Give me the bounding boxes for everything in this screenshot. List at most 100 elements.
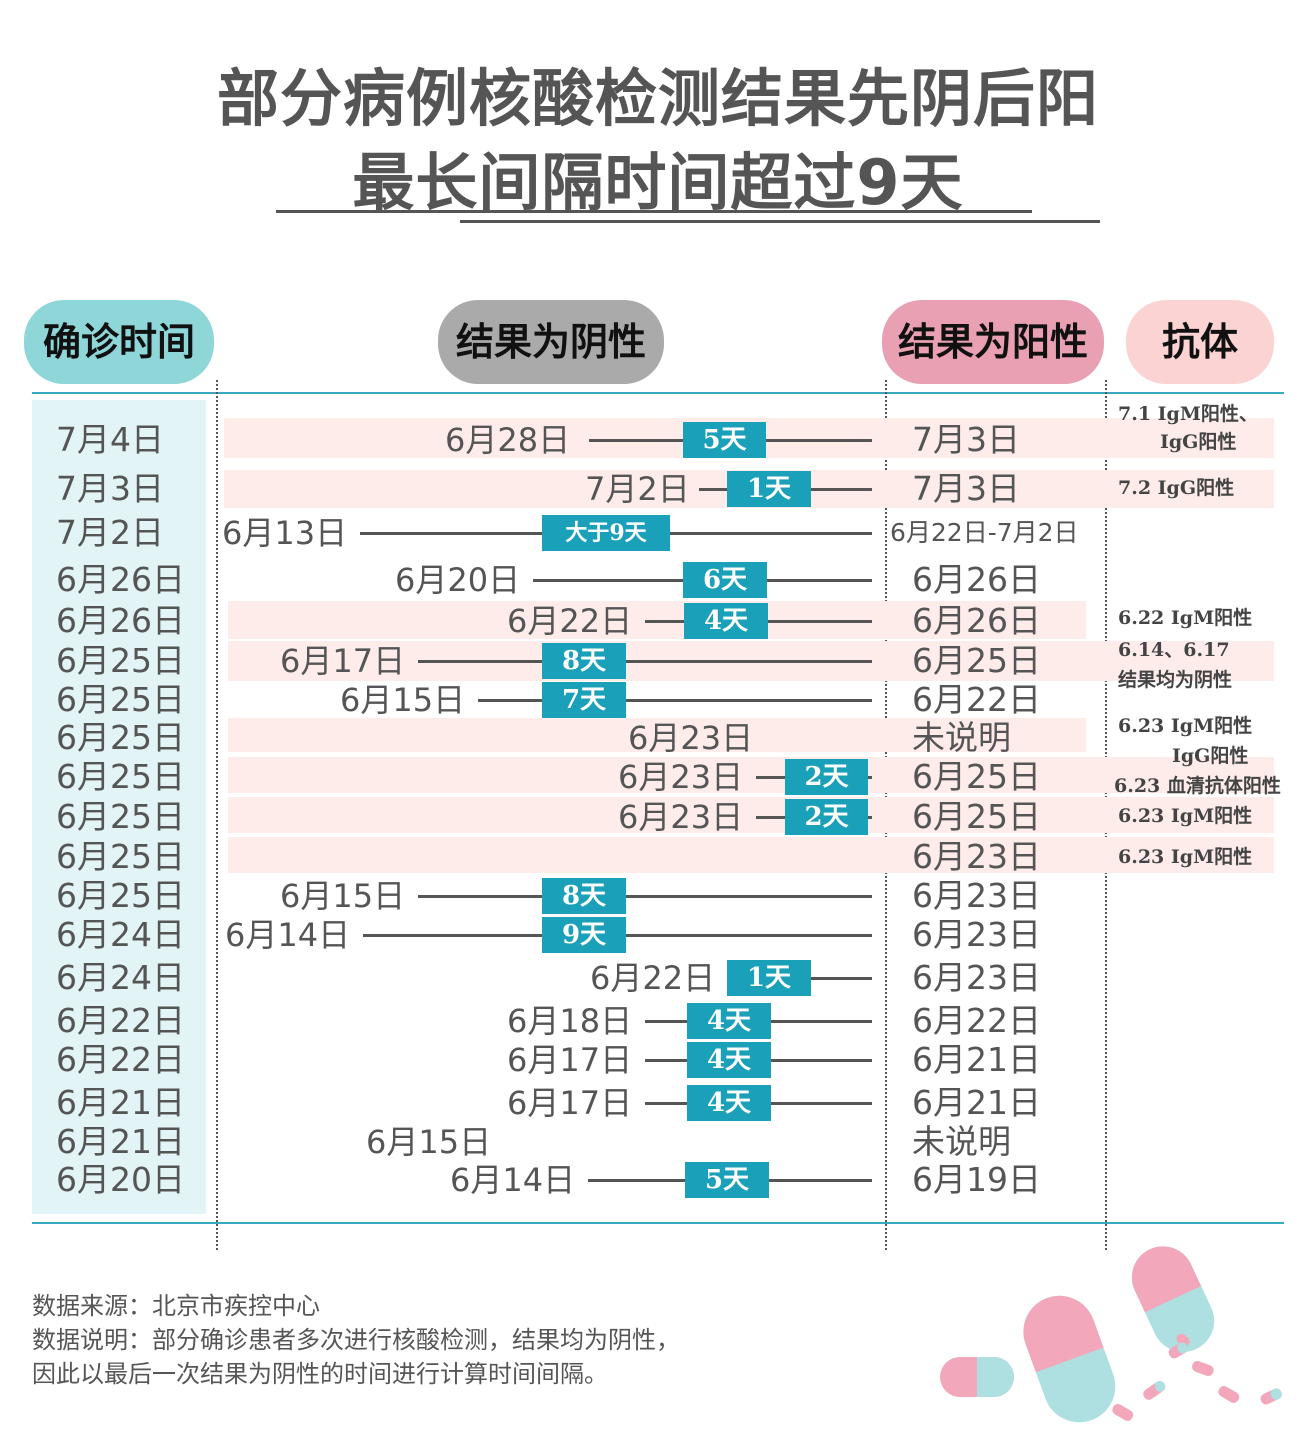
interval-badge: 1天: [727, 960, 811, 996]
interval-line: [478, 699, 872, 702]
positive-date: 6月22日: [912, 680, 1041, 719]
positive-date: 6月21日: [912, 1083, 1041, 1122]
interval-badge: 8天: [542, 878, 626, 914]
positive-date: 6月25日: [912, 641, 1041, 680]
diagnosis-date: 6月24日: [56, 915, 185, 954]
data-note-line-2: 因此以最后一次结果为阴性的时间进行计算时间间隔。: [32, 1360, 608, 1388]
interval-badge: 5天: [685, 1162, 769, 1198]
negative-date: 6月17日: [507, 1084, 633, 1122]
antibody-note: 6.23 IgM阳性: [1118, 846, 1253, 868]
column-divider-1: [216, 380, 218, 1250]
diagnosis-column-bg: [32, 400, 206, 1214]
row-highlight: [228, 757, 1274, 793]
negative-date: 6月14日: [450, 1161, 576, 1199]
diagnosis-date: 6月20日: [56, 1160, 185, 1199]
data-source: 数据来源：北京市疾控中心: [32, 1292, 320, 1320]
title-line-2: 最长间隔时间超过9天: [352, 146, 964, 219]
negative-date: 6月17日: [507, 1041, 633, 1079]
antibody-note: 7.2 IgG阳性: [1118, 477, 1235, 499]
positive-date: 6月22日-7月2日: [890, 518, 1079, 547]
diagnosis-date: 6月25日: [56, 641, 185, 680]
diagnosis-date: 6月26日: [56, 560, 185, 599]
title-underline-1: [276, 210, 1032, 213]
diagnosis-date: 6月26日: [56, 601, 185, 640]
interval-badge: 1天: [727, 471, 811, 507]
interval-badge: 4天: [687, 1003, 771, 1039]
negative-date: 6月23日: [618, 798, 744, 836]
negative-date: 6月20日: [395, 561, 521, 599]
title-line-1: 部分病例核酸检测结果先阴后阳: [216, 62, 1099, 135]
interval-badge: 9天: [542, 917, 626, 953]
antibody-note: 6.23 IgM阳性: [1118, 805, 1253, 827]
positive-date: 7月3日: [912, 420, 1020, 459]
diagnosis-date: 7月2日: [56, 513, 164, 552]
interval-badge: 2天: [785, 759, 868, 795]
positive-date: 未说明: [912, 718, 1011, 757]
negative-date: 6月17日: [280, 642, 406, 680]
capsule-icon: [940, 1357, 1014, 1397]
negative-date: 6月22日: [590, 959, 716, 997]
antibody-note: 6.22 IgM阳性: [1118, 607, 1253, 629]
pill-capsules-illustration: [940, 1246, 1282, 1423]
diagnosis-date: 6月22日: [56, 1040, 185, 1079]
negative-date: 6月14日: [225, 916, 351, 954]
capsule-icon: [1023, 1295, 1116, 1423]
positive-date: 6月19日: [912, 1160, 1041, 1199]
antibody-note: 结果均为阴性: [1118, 669, 1233, 691]
antibody-note: 6.14、6.17: [1118, 639, 1230, 661]
diagnosis-date: 7月3日: [56, 469, 164, 508]
table-bottom-rule: [32, 1222, 1284, 1224]
positive-date: 6月26日: [912, 560, 1041, 599]
diagnosis-date: 6月25日: [56, 797, 185, 836]
interval-badge: 4天: [687, 1085, 771, 1121]
interval-line: [418, 660, 872, 663]
title-underline-2: [460, 220, 1100, 223]
diagnosis-date: 6月21日: [56, 1083, 185, 1122]
diagnosis-date: 6月25日: [56, 718, 185, 757]
negative-date: 6月23日: [628, 719, 754, 757]
header-negative: 结果为阴性: [438, 300, 664, 384]
diagnosis-date: 6月24日: [56, 958, 185, 997]
interval-badge: 8天: [542, 643, 626, 679]
positive-date: 7月3日: [912, 469, 1020, 508]
positive-date: 6月23日: [912, 958, 1041, 997]
positive-date: 6月25日: [912, 757, 1041, 796]
capsule-icon: [1131, 1246, 1215, 1352]
mini-pills-icon: [1154, 1342, 1282, 1400]
row-highlight: [228, 718, 1086, 752]
interval-badge: 5天: [683, 422, 766, 458]
interval-badge: 2天: [785, 799, 868, 835]
diagnosis-date: 6月25日: [56, 680, 185, 719]
row-highlight: [228, 797, 1274, 833]
diagnosis-date: 6月25日: [56, 837, 185, 876]
data-note-line-1: 数据说明：部分确诊患者多次进行核酸检测，结果均为阴性，: [32, 1326, 680, 1354]
positive-date: 6月22日: [912, 1001, 1041, 1040]
header-diagnosis: 确诊时间: [24, 300, 214, 384]
negative-date: 6月23日: [618, 758, 744, 796]
positive-date: 6月26日: [912, 601, 1041, 640]
negative-date: 6月18日: [507, 1002, 633, 1040]
diagnosis-date: 7月4日: [56, 420, 164, 459]
row-highlight: [228, 837, 1274, 873]
diagnosis-date: 6月25日: [56, 757, 185, 796]
header-positive: 结果为阳性: [882, 300, 1104, 384]
negative-date: 6月13日: [222, 514, 348, 552]
interval-badge: 7天: [542, 682, 626, 718]
interval-badge: 6天: [683, 562, 767, 598]
antibody-note: 6.23 血清抗体阳性: [1114, 775, 1281, 797]
positive-date: 6月23日: [912, 915, 1041, 954]
antibody-note: 7.1 IgM阳性、: [1118, 403, 1258, 425]
positive-date: 6月23日: [912, 837, 1041, 876]
antibody-note: 6.23 IgM阳性: [1118, 715, 1253, 737]
diagnosis-date: 6月22日: [56, 1001, 185, 1040]
header-antibody: 抗体: [1126, 300, 1274, 384]
negative-date: 6月15日: [366, 1123, 492, 1161]
positive-date: 6月25日: [912, 797, 1041, 836]
interval-badge: 4天: [687, 1042, 771, 1078]
negative-date: 7月2日: [585, 470, 690, 508]
negative-date: 6月28日: [445, 421, 571, 459]
negative-date: 6月15日: [280, 877, 406, 915]
table-top-rule: [32, 392, 1284, 394]
diagnosis-date: 6月25日: [56, 876, 185, 915]
interval-badge: 4天: [684, 603, 768, 639]
